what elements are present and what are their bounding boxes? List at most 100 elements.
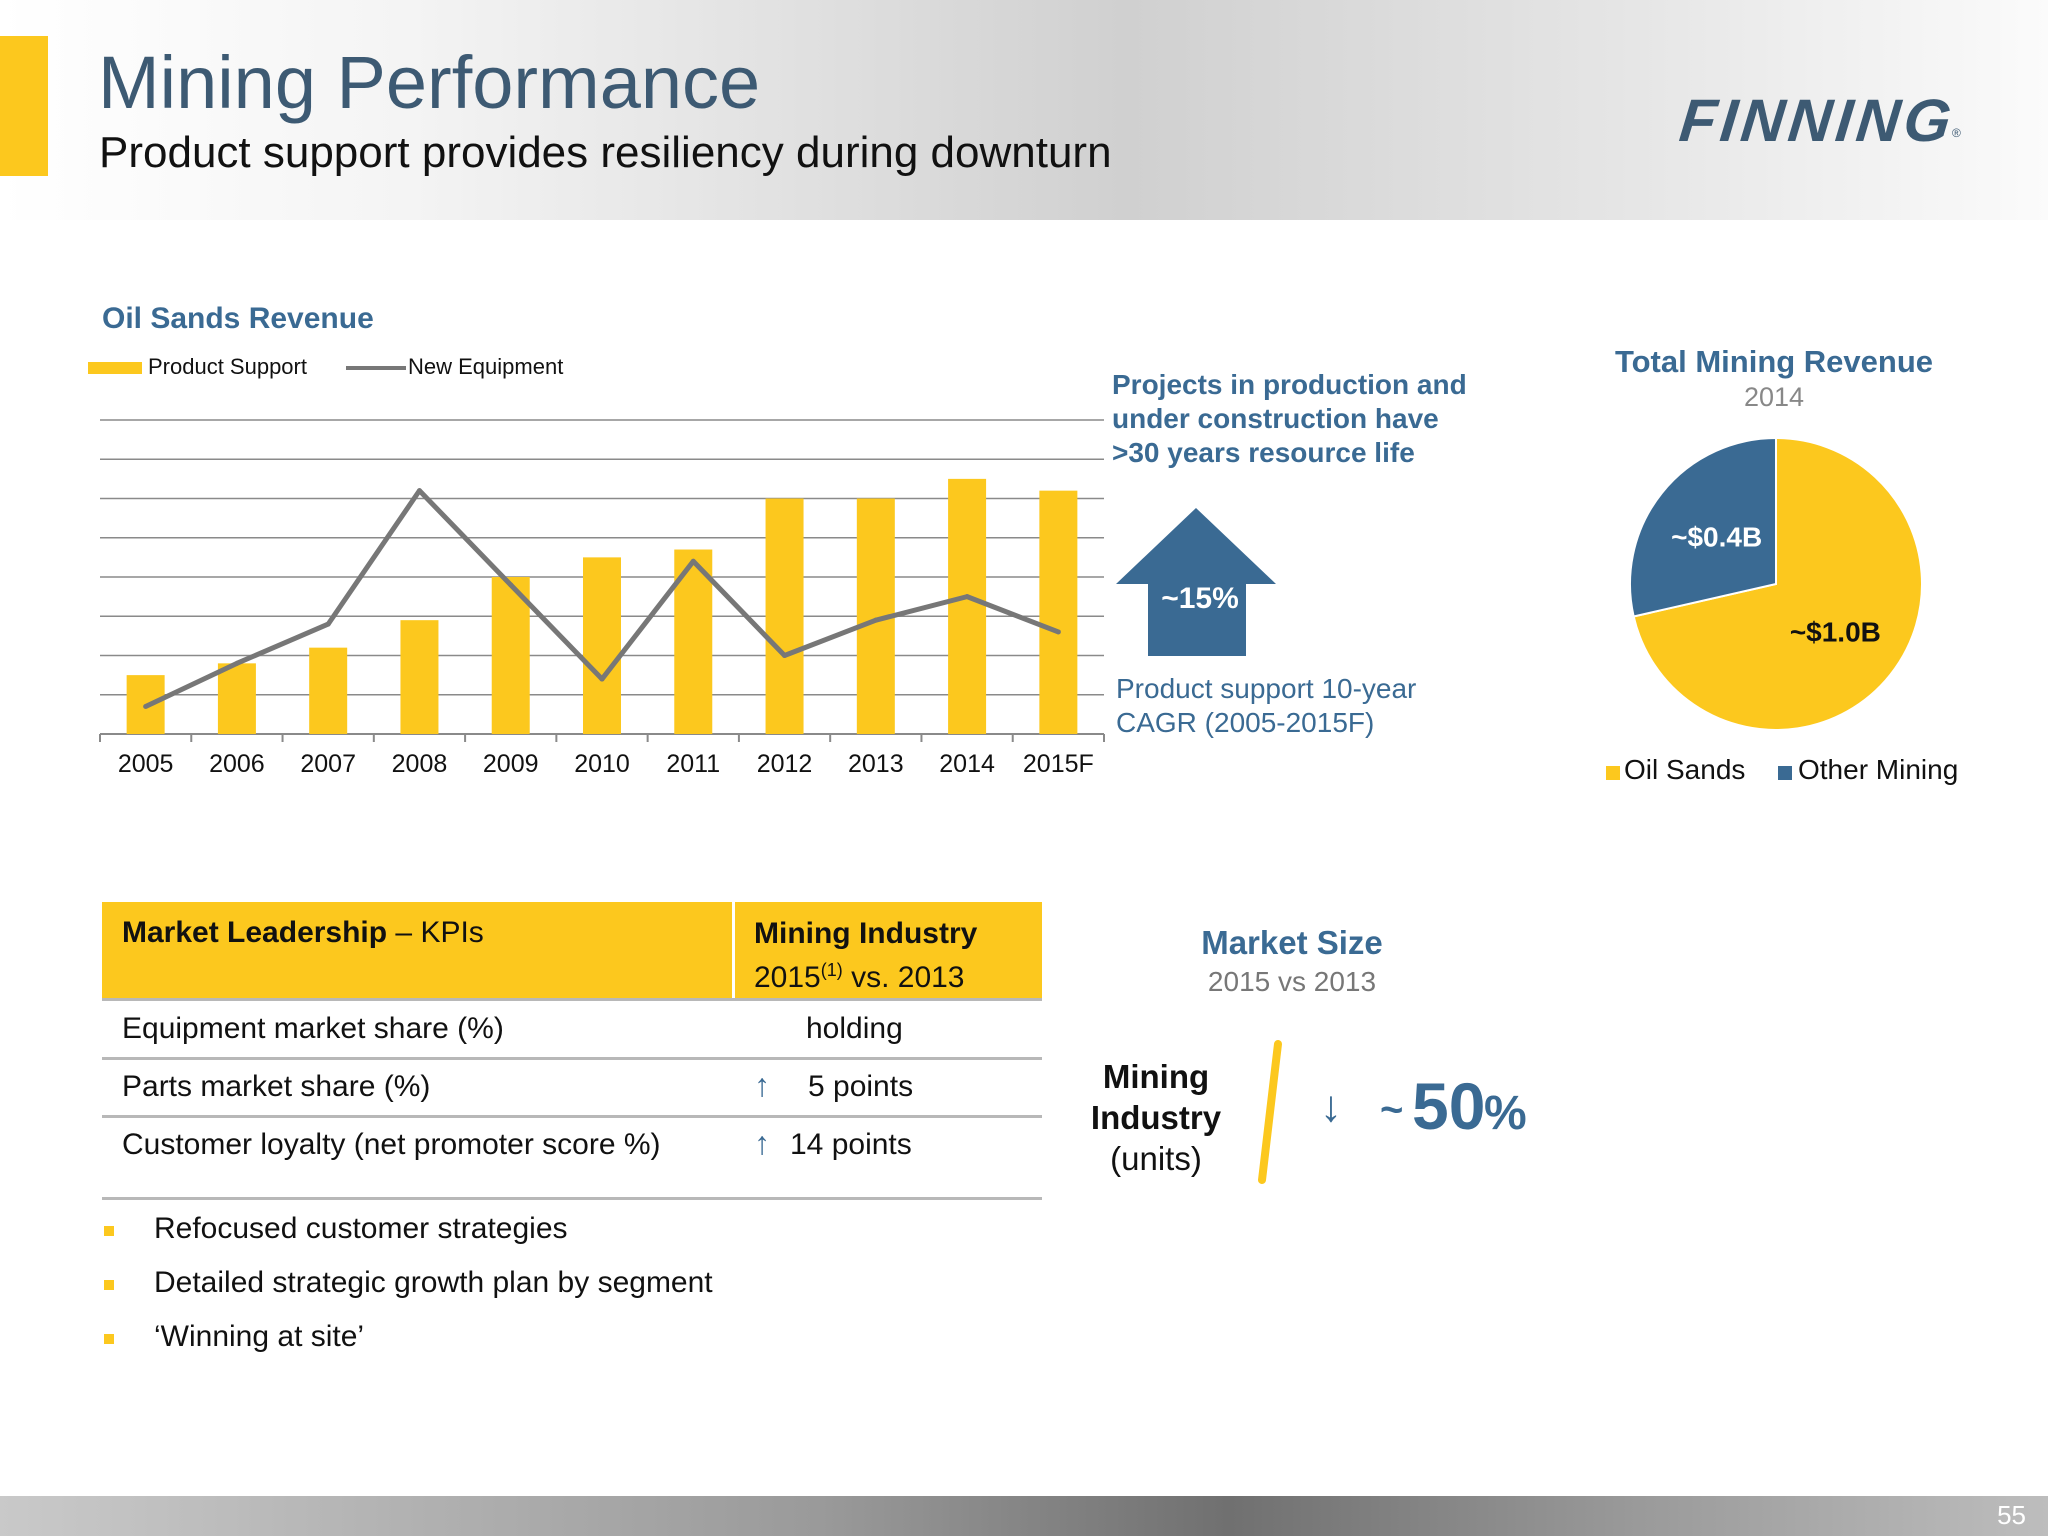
point-new-equipment <box>599 676 605 682</box>
legend-label-product-support: Product Support <box>148 354 307 379</box>
x-tick-label: 2015F <box>1023 750 1094 778</box>
point-new-equipment <box>873 617 879 623</box>
list-item: Refocused customer strategies <box>102 1212 1002 1252</box>
slide-header <box>0 0 2048 220</box>
kpi-row-label: Equipment market share (%) <box>122 1012 504 1045</box>
x-tick-label: 2014 <box>939 750 995 778</box>
kpi-header-rest: – KPIs <box>387 916 484 949</box>
total-mining-revenue-pie: ~$1.0B ~$0.4B <box>1629 436 1923 731</box>
pie-legend-label-other-mining: Other Mining <box>1798 754 1959 785</box>
bullet-text: Refocused customer strategies <box>154 1212 568 1245</box>
market-size-label-line: Industry <box>1090 1099 1222 1136</box>
slash-divider-icon <box>1258 1040 1282 1184</box>
legend-label-new-equipment: New Equipment <box>408 354 564 379</box>
arrow-down-icon: ↓ <box>1320 1082 1342 1131</box>
bar-product-support <box>400 620 439 734</box>
pie-data-label: ~$0.4B <box>1671 522 1762 553</box>
callout-line: under construction have <box>1112 403 1439 434</box>
kpi-header-compare: vs. 2013 <box>842 961 965 994</box>
cagr-caption: Product support 10-year CAGR (2005-2015F… <box>1116 672 1416 740</box>
list-item: Detailed strategic growth plan by segmen… <box>102 1266 1002 1306</box>
bar-product-support <box>217 663 256 734</box>
arrow-up-icon: ↑ <box>754 1125 770 1161</box>
point-new-equipment <box>234 660 240 666</box>
kpi-row-value: 5 points <box>808 1070 914 1103</box>
table-row: Parts market share (%) ↑ 5 points <box>102 1059 1042 1118</box>
point-new-equipment <box>508 582 514 588</box>
kpi-table-header: Market Leadership – KPIs Mining Industry… <box>102 902 1042 1001</box>
growth-arrow-icon <box>1116 508 1276 656</box>
list-item: ‘Winning at site’ <box>102 1320 1002 1360</box>
x-tick-label: 2011 <box>666 750 720 778</box>
bullet-text: ‘Winning at site’ <box>154 1320 365 1353</box>
kpi-header-bold: Market Leadership <box>122 916 388 949</box>
point-new-equipment <box>325 621 331 627</box>
kpi-header-industry: Mining Industry <box>754 917 978 950</box>
bar-product-support <box>309 647 348 734</box>
table-row: Equipment market share (%) holding <box>102 1001 1042 1060</box>
cagr-value: ~15% <box>1161 582 1239 615</box>
pie-legend-swatch-other-mining <box>1778 766 1792 780</box>
pie-chart-title: Total Mining Revenue <box>1614 344 1934 379</box>
market-size-tilde: ~ <box>1380 1088 1404 1132</box>
bar-product-support <box>1039 490 1078 734</box>
bar-product-support <box>948 478 987 734</box>
x-tick-label: 2006 <box>209 750 265 778</box>
x-tick-label: 2013 <box>848 750 904 778</box>
x-tick-label: 2005 <box>118 750 174 778</box>
pie-legend-label-oil-sands: Oil Sands <box>1624 754 1746 785</box>
point-new-equipment <box>782 653 788 658</box>
bullet-icon <box>104 1280 114 1290</box>
callout-line: >30 years resource life <box>1112 437 1415 468</box>
market-size-title: Market Size <box>1201 924 1383 961</box>
market-size-label: Mining Industry (units) <box>1076 1056 1236 1179</box>
kpi-row-value: holding <box>806 1012 903 1045</box>
x-tick-label: 2010 <box>574 750 630 778</box>
pie-slice <box>1632 436 1923 731</box>
x-tick-label: 2008 <box>392 750 448 778</box>
oil-sands-chart-title: Oil Sands Revenue <box>102 302 374 335</box>
bullet-icon <box>104 1334 114 1344</box>
kpi-header-year: 2015 <box>754 961 821 994</box>
x-tick-label: 2007 <box>300 750 356 778</box>
legend-swatch-new-equipment <box>346 366 406 370</box>
kpi-row-label: Customer loyalty (net promoter score %) <box>122 1128 661 1161</box>
market-size-percent: % <box>1484 1087 1527 1140</box>
kpi-header-footnote: (1) <box>820 960 843 980</box>
cagr-caption-line: Product support 10-year <box>1116 673 1417 704</box>
point-new-equipment <box>1055 629 1061 635</box>
bar-product-support <box>583 557 621 734</box>
page-subtitle: Product support provides resiliency duri… <box>99 128 1112 177</box>
kpi-header-right: Mining Industry 2015(1) vs. 2013 <box>754 916 977 996</box>
market-size-label-line: (units) <box>1110 1140 1202 1177</box>
pie-slice <box>1629 436 1777 618</box>
kpi-row-label: Parts market share (%) <box>122 1070 431 1103</box>
pie-legend-swatch-oil-sands <box>1606 766 1620 780</box>
page-number: 55 <box>1997 1500 2026 1530</box>
point-new-equipment <box>964 594 970 600</box>
bar-product-support <box>491 577 530 734</box>
pie-data-label: ~$1.0B <box>1790 616 1881 647</box>
page-title: Mining Performance <box>98 41 761 124</box>
market-size-value: 50 <box>1412 1069 1486 1143</box>
bar-product-support <box>765 498 804 734</box>
kpi-row-value: 14 points <box>790 1128 912 1161</box>
footer-bar: 55 <box>0 1496 2048 1536</box>
bullet-text: Detailed strategic growth plan by segmen… <box>154 1266 713 1299</box>
kpi-header-divider <box>732 902 735 998</box>
point-new-equipment <box>690 558 696 564</box>
x-tick-label: 2012 <box>757 750 813 778</box>
header-accent-bar <box>0 36 48 176</box>
point-new-equipment <box>143 704 149 710</box>
pie-chart-year: 2014 <box>1743 382 1805 412</box>
resource-life-callout: Projects in production and under constru… <box>1112 368 1467 470</box>
table-row: Customer loyalty (net promoter score %) … <box>102 1117 1042 1200</box>
x-tick-label: 2009 <box>483 750 539 778</box>
bullet-icon <box>104 1226 114 1236</box>
market-size-label-line: Mining <box>1102 1058 1210 1095</box>
arrow-up-icon: ↑ <box>754 1067 770 1103</box>
callout-line: Projects in production and <box>1112 369 1467 400</box>
finning-logo: FINNING <box>1676 87 1959 154</box>
point-new-equipment <box>416 488 422 494</box>
market-size-subtitle: 2015 vs 2013 <box>1207 966 1377 997</box>
